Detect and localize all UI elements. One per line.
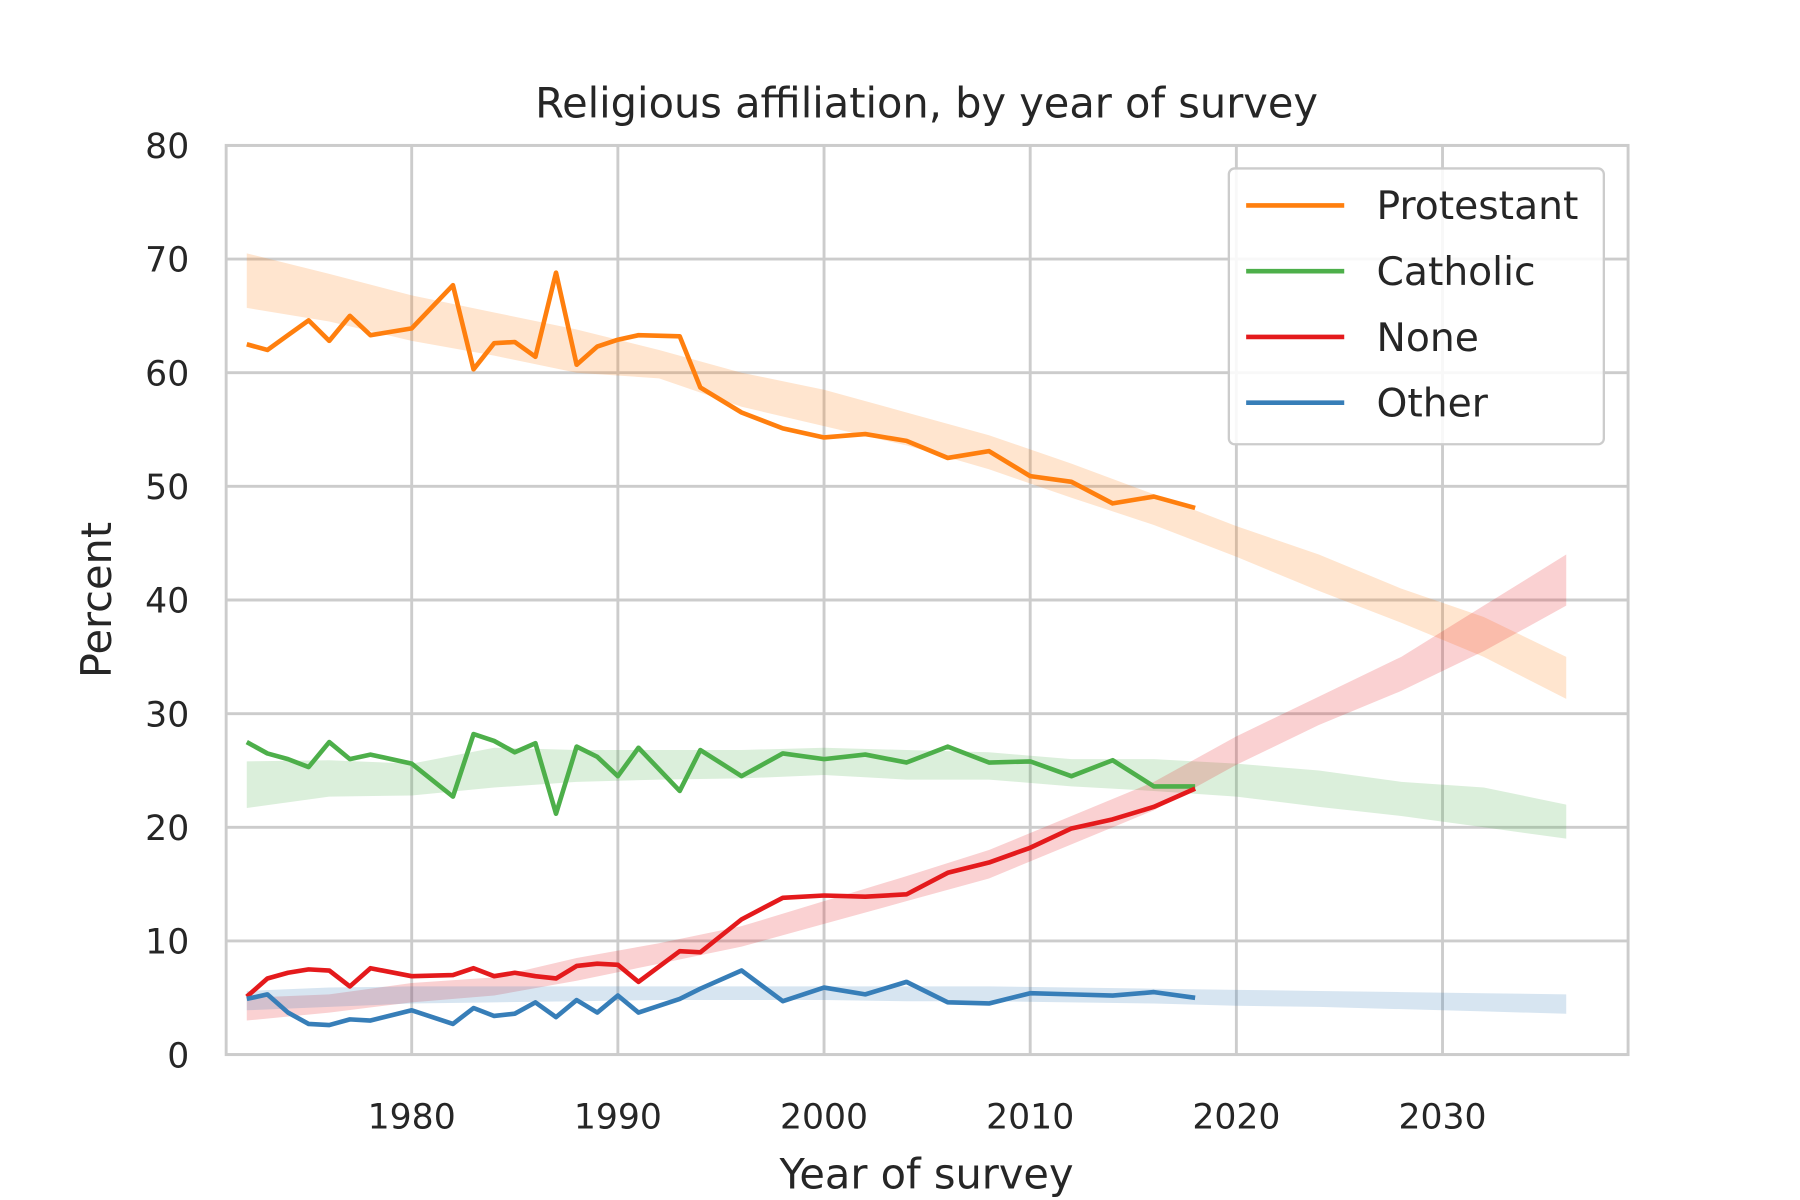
y-tick-label: 30 bbox=[145, 695, 189, 735]
y-tick-label: 0 bbox=[167, 1036, 189, 1076]
x-tick-label: 2010 bbox=[986, 1097, 1074, 1137]
line-catholic bbox=[245, 731, 1196, 816]
y-tick-label: 50 bbox=[145, 468, 189, 508]
x-axis-label: Year of survey bbox=[779, 1149, 1074, 1198]
y-tick-label: 70 bbox=[145, 241, 189, 281]
x-tick-label: 2000 bbox=[780, 1097, 868, 1137]
y-tick-label: 40 bbox=[145, 582, 189, 622]
line-other bbox=[246, 968, 1196, 1028]
legend-label-other: Other bbox=[1377, 382, 1489, 427]
line-protestant bbox=[246, 270, 1196, 511]
y-tick-label: 10 bbox=[145, 923, 189, 963]
series-lines bbox=[245, 270, 1197, 1028]
x-tick-label: 2030 bbox=[1398, 1097, 1486, 1137]
legend-box bbox=[1227, 167, 1605, 446]
y-axis-label: Percent bbox=[72, 522, 121, 678]
x-tick-label: 2020 bbox=[1192, 1097, 1280, 1137]
legend: Protestant Catholic None Other bbox=[1227, 167, 1605, 446]
y-tick-label: 20 bbox=[145, 809, 189, 849]
plot-frame bbox=[224, 143, 1630, 1057]
y-tick-labels: 0 10 20 30 40 50 60 70 80 bbox=[145, 127, 189, 1076]
y-tick-label: 80 bbox=[145, 127, 189, 167]
chart-title: Religious affiliation, by year of survey bbox=[535, 79, 1318, 128]
band-other bbox=[246, 986, 1567, 1014]
legend-label-protestant: Protestant bbox=[1377, 184, 1579, 229]
band-catholic bbox=[246, 747, 1567, 839]
x-tick-label: 1990 bbox=[574, 1097, 662, 1137]
legend-label-none: None bbox=[1377, 316, 1479, 361]
x-tick-labels: 1980 1990 2000 2010 2020 2030 bbox=[368, 1097, 1487, 1137]
legend-label-catholic: Catholic bbox=[1377, 250, 1536, 295]
line-none bbox=[245, 786, 1197, 999]
x-tick-label: 1980 bbox=[368, 1097, 456, 1137]
y-tick-label: 60 bbox=[145, 354, 189, 394]
